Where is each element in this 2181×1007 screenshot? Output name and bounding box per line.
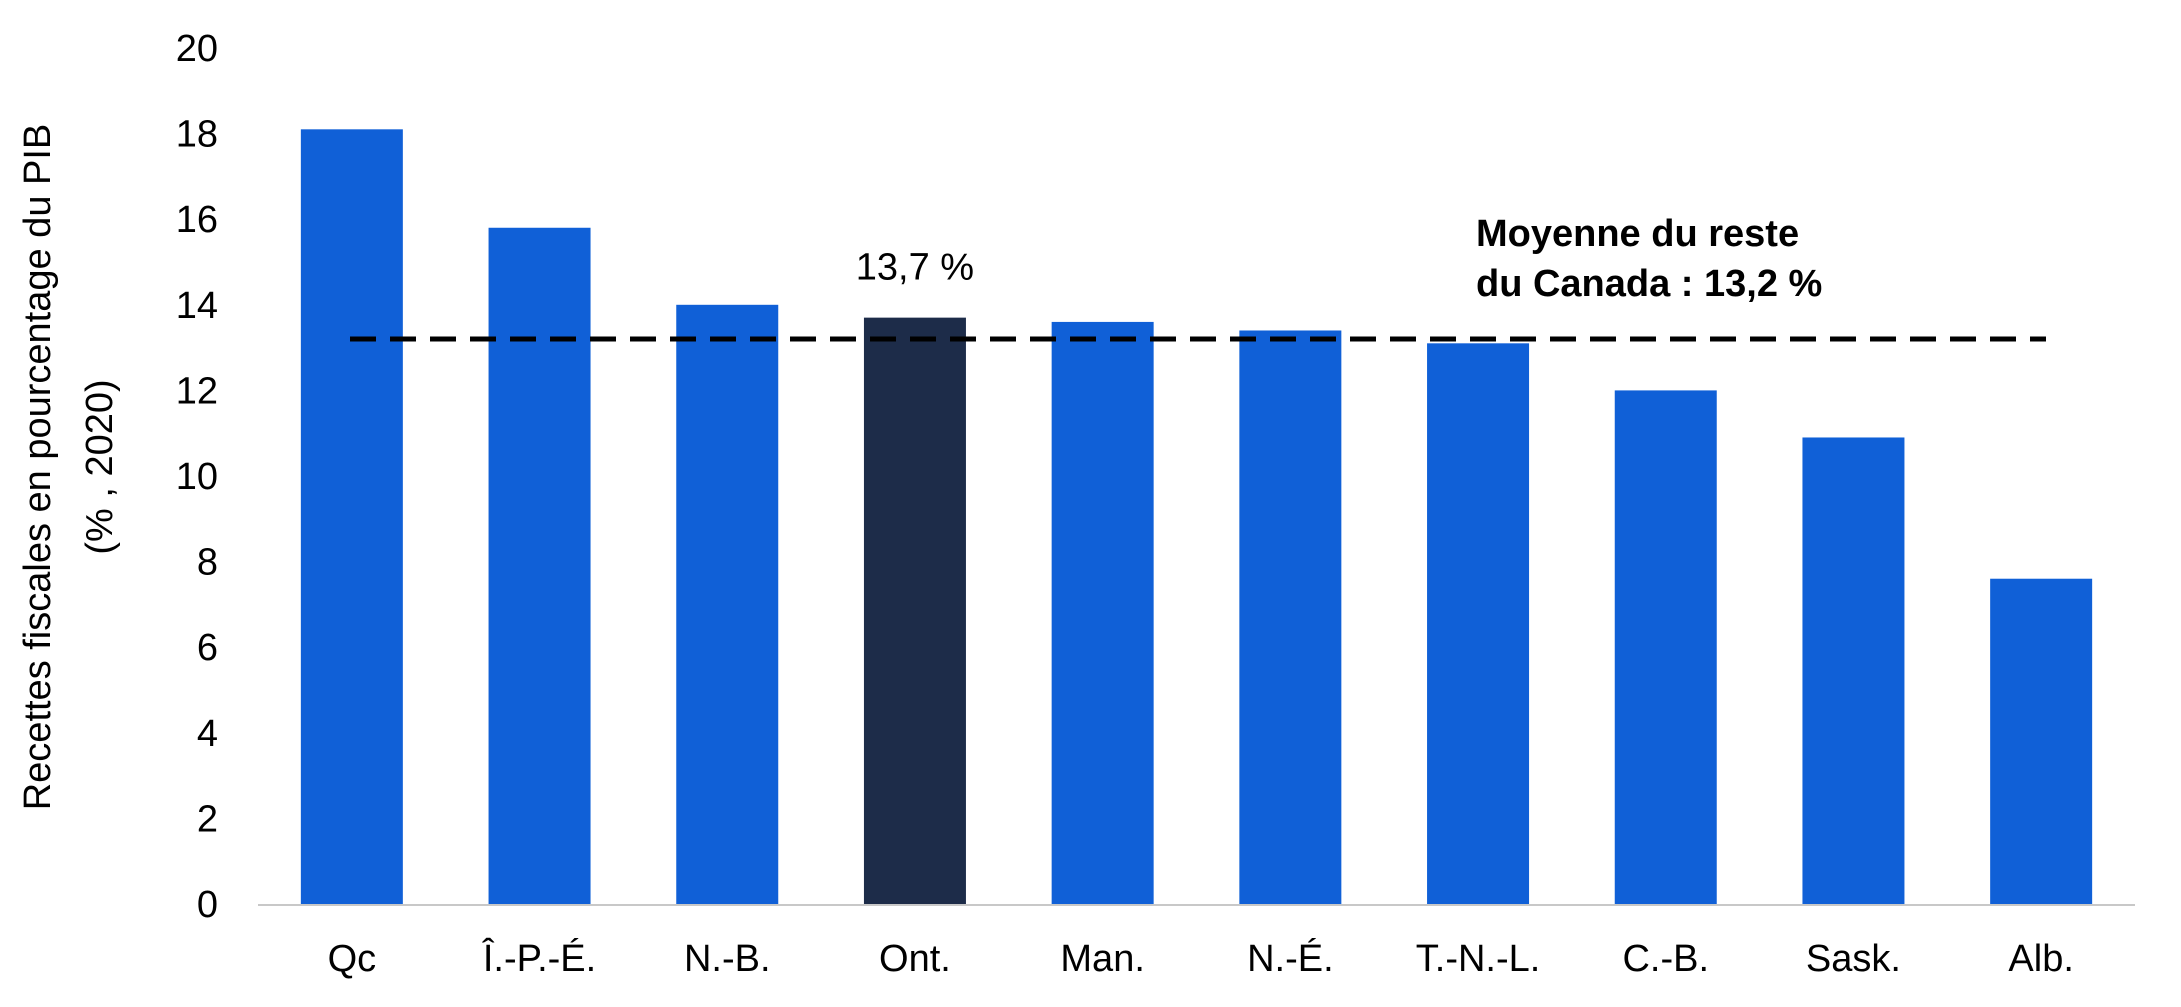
y-tick-label: 16: [176, 199, 218, 241]
y-tick-label: 2: [197, 798, 218, 840]
x-tick-label: Alb.: [2008, 938, 2073, 980]
bar-3: [863, 317, 966, 904]
bar-data-label: 13,7 %: [856, 247, 974, 289]
x-axis-ticks: Qc Î.-P.-É. N.-B. Ont. Man. N.-É. T.-N.-L. C.-B…: [328, 937, 2074, 980]
y-tick-label: 12: [176, 370, 218, 412]
x-tick-label: Man.: [1060, 938, 1144, 980]
bar-0: [300, 129, 403, 904]
x-tick-label: Qc: [328, 938, 377, 980]
y-tick-label: 8: [197, 542, 218, 584]
average-label-line-2: du Canada : 13,2 %: [1476, 263, 1822, 305]
x-tick-label: Î.-P.-É.: [482, 937, 596, 980]
bar-8: [1802, 437, 1905, 904]
y-tick-label: 0: [197, 884, 218, 926]
y-axis-title: Recettes fiscales en pourcentage du PIB …: [17, 124, 121, 811]
bar-5: [1239, 330, 1342, 905]
x-tick-label: N.-É.: [1247, 937, 1334, 980]
y-tick-label: 20: [176, 28, 218, 70]
bar-9: [1990, 578, 2093, 904]
y-axis-title-line-2: (% , 2020): [79, 379, 121, 554]
x-tick-label: Sask.: [1806, 938, 1901, 980]
y-tick-label: 18: [176, 114, 218, 156]
x-tick-label: T.-N.-L.: [1416, 938, 1541, 980]
average-label: Moyenne du reste du Canada : 13,2 %: [1476, 213, 1822, 305]
y-axis-ticks: 0 2 4 6 8 10 12 14 16 18 20: [176, 28, 218, 926]
y-tick-label: 14: [176, 285, 218, 327]
bar-7: [1614, 390, 1717, 904]
average-label-line-1: Moyenne du reste: [1476, 213, 1799, 255]
bar-4: [1051, 321, 1154, 904]
x-tick-label: C.-B.: [1622, 938, 1709, 980]
bar-6: [1427, 343, 1530, 904]
bars: [300, 129, 2093, 905]
y-axis-title-line-1: Recettes fiscales en pourcentage du PIB: [17, 124, 59, 811]
y-tick-label: 10: [176, 456, 218, 498]
bar-2: [676, 304, 779, 904]
y-tick-label: 6: [197, 627, 218, 669]
bar-1: [488, 227, 591, 904]
x-tick-label: Ont.: [879, 938, 951, 980]
data-labels: 13,7 %: [856, 247, 974, 289]
y-tick-label: 4: [197, 713, 218, 755]
x-tick-label: N.-B.: [684, 938, 771, 980]
